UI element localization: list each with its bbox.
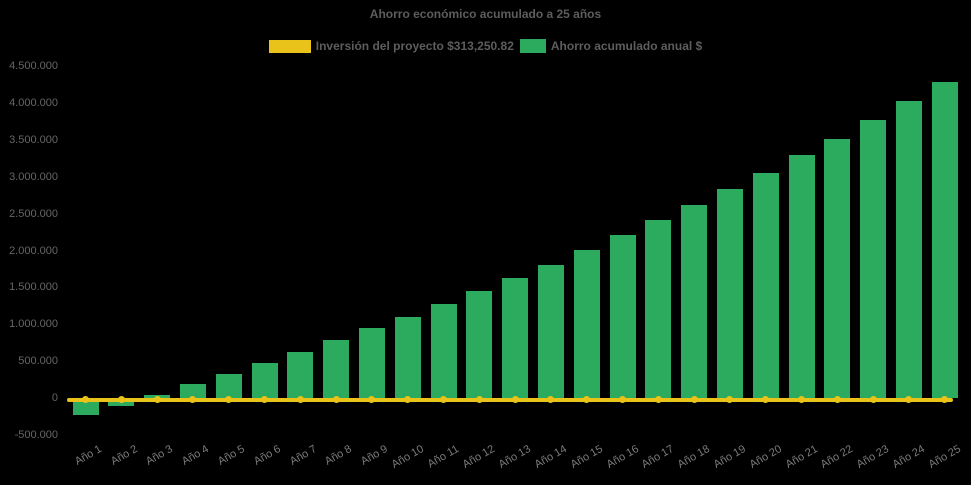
bar-año-23 — [860, 120, 887, 399]
x-axis-tick-label: Año 15 — [568, 443, 605, 471]
investment-line-marker — [440, 396, 447, 404]
x-axis-tick-label: Año 18 — [675, 443, 713, 471]
investment-line-marker — [833, 396, 841, 404]
investment-line-marker — [475, 396, 483, 404]
bar-año-9 — [358, 327, 385, 399]
investment-line-marker — [225, 396, 233, 404]
investment-line-marker — [547, 396, 555, 404]
x-axis-tick-label: Año 10 — [389, 443, 426, 471]
investment-line-marker — [511, 396, 519, 404]
y-axis-tick-label: 1.500.000 — [9, 281, 58, 294]
bar-año-16 — [609, 234, 636, 399]
y-axis-tick-label: 2.500.000 — [9, 207, 58, 220]
bar-año-14 — [537, 264, 564, 399]
x-axis-tick-label: Año 9 — [359, 443, 390, 468]
legend-swatch-ahorro — [519, 39, 546, 53]
investment-line-marker — [726, 396, 734, 404]
x-axis-tick-label: Año 5 — [215, 443, 247, 468]
x-axis-tick-label: Año 4 — [180, 443, 211, 468]
bar-año-8 — [323, 340, 350, 399]
x-axis-tick-label: Año 1 — [72, 443, 104, 468]
legend-label-inversion: Inversión del proyecto $313,250.82 — [315, 39, 514, 53]
x-axis-tick-label: Año 23 — [854, 443, 892, 471]
legend-item-inversion: Inversión del proyecto $313,250.82 — [268, 39, 514, 53]
investment-line-marker — [690, 396, 698, 404]
x-axis-tick-label: Año 11 — [426, 443, 462, 471]
bar-año-6 — [251, 363, 278, 399]
y-axis-tick-label: 1.000.000 — [9, 318, 58, 331]
investment-line-marker — [261, 396, 268, 404]
bar-año-12 — [466, 290, 493, 399]
y-axis-tick-label: 500.000 — [18, 355, 58, 368]
bar-año-21 — [788, 155, 815, 399]
bar-año-17 — [645, 220, 672, 399]
investment-line-marker — [905, 396, 913, 404]
investment-line-marker — [404, 396, 412, 404]
investment-line-marker — [153, 396, 161, 404]
legend-label-ahorro: Ahorro acumulado anual $ — [550, 39, 703, 53]
x-axis-tick-label: Año 2 — [108, 443, 140, 468]
bar-año-5 — [215, 373, 242, 399]
y-axis-tick-label: 3.500.000 — [9, 133, 58, 146]
investment-line-marker — [82, 396, 89, 404]
bar-año-19 — [716, 188, 743, 399]
y-axis-tick-label: -500.000 — [14, 429, 58, 441]
x-axis-tick-label: Año 20 — [747, 443, 784, 471]
y-axis-tick-label: 4.000.000 — [9, 96, 58, 109]
legend-item-ahorro: Ahorro acumulado anual $ — [519, 39, 703, 53]
x-axis-tick-label: Año 3 — [144, 443, 176, 468]
investment-line-marker — [869, 396, 877, 404]
chart-legend: Inversión del proyecto $313,250.82 Ahorr… — [0, 39, 971, 53]
y-axis-tick-label: 4.500.000 — [9, 60, 58, 72]
investment-line-marker — [189, 396, 197, 404]
bar-año-1 — [72, 398, 99, 416]
x-axis-tick-label: Año 25 — [926, 443, 963, 471]
investment-line-marker — [368, 396, 376, 404]
x-axis-tick-label: Año 17 — [640, 443, 677, 471]
bar-año-18 — [681, 204, 708, 399]
x-axis-tick-label: Año 12 — [461, 443, 498, 471]
bar-año-22 — [824, 138, 851, 399]
investment-line-marker — [941, 396, 949, 404]
investment-line — [67, 397, 953, 402]
bar-año-20 — [752, 172, 779, 399]
y-axis-tick-label: 2.000.000 — [9, 244, 58, 257]
x-axis-tick-label: Año 21 — [783, 443, 820, 471]
x-axis-tick-label: Año 7 — [287, 443, 319, 468]
legend-swatch-inversion — [268, 39, 311, 53]
bar-año-13 — [502, 278, 529, 399]
investment-line-marker — [654, 396, 662, 404]
investment-line-marker — [762, 396, 770, 404]
investment-line-marker — [619, 396, 626, 404]
bar-año-15 — [573, 250, 600, 399]
bar-año-10 — [394, 316, 421, 399]
x-axis-tick-label: Año 14 — [532, 443, 569, 471]
investment-line-marker — [117, 396, 125, 404]
x-axis-tick-label: Año 24 — [890, 443, 927, 471]
bar-año-7 — [287, 352, 314, 399]
investment-line-marker — [583, 396, 591, 404]
bar-año-25 — [931, 82, 958, 399]
bar-año-11 — [430, 304, 457, 399]
x-axis-tick-label: Año 13 — [496, 443, 534, 471]
x-axis-tick-label: Año 19 — [711, 443, 748, 471]
x-axis-tick-label: Año 16 — [604, 443, 641, 471]
investment-line-marker — [296, 396, 304, 404]
chart-title: Ahorro económico acumulado a 25 años — [369, 7, 602, 21]
bar-año-4 — [179, 384, 206, 399]
x-axis-tick-label: Año 8 — [323, 443, 355, 468]
investment-line-marker — [798, 396, 805, 404]
x-axis-tick-label: Año 6 — [251, 443, 283, 468]
investment-line-marker — [332, 396, 340, 404]
x-axis-tick-label: Año 22 — [819, 443, 856, 471]
y-axis-tick-label: 3.000.000 — [9, 170, 58, 183]
y-axis-tick-label: 0 — [51, 392, 58, 405]
bar-año-24 — [895, 100, 922, 399]
